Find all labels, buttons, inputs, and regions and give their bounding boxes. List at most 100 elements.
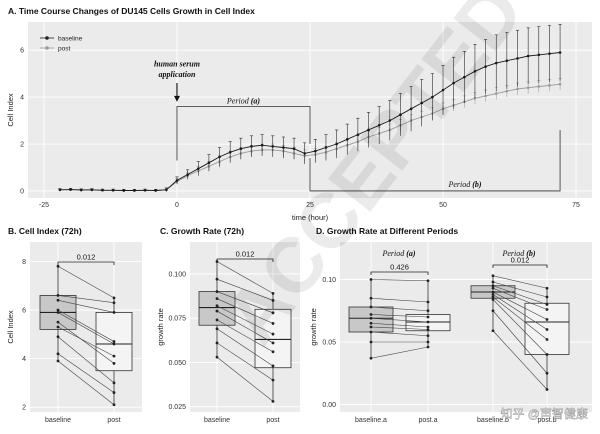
panel-a-y-tick-label: 4 [20, 95, 24, 102]
paired-point [545, 353, 549, 356]
baseline-point [367, 128, 370, 132]
paired-point [112, 311, 116, 314]
paired-line [216, 356, 274, 402]
paired-point [491, 298, 495, 301]
paired-point [215, 355, 219, 359]
baseline-point [558, 51, 562, 54]
paired-point [56, 352, 60, 356]
baseline-point [218, 155, 221, 159]
paired-point [369, 296, 373, 300]
paired-line [492, 285, 548, 305]
baseline-point [399, 113, 402, 116]
paired-line [57, 326, 115, 357]
paired-line [57, 353, 115, 393]
paired-point [426, 315, 430, 319]
panel-c: C. Growth Rate (72h) 0.025 0.050 0.075 0.10… [156, 226, 300, 424]
baseline-point [494, 61, 498, 65]
panel-a: A. Time Course Changes of DU145 Cells Gr… [6, 6, 592, 222]
panel-b-y-tick-label: 4 [22, 356, 26, 363]
paired-line [216, 342, 274, 381]
panel-c-y-tick-label: 0.025 [168, 404, 186, 411]
panel-d-x-ticks: baseline.a post.a baseline.b post.b [355, 417, 557, 424]
paired-point [56, 298, 60, 302]
panel-a-y-tick-label: 2 [20, 142, 24, 149]
paired-point [369, 340, 373, 344]
baseline-point [516, 57, 519, 60]
paired-point [56, 311, 60, 314]
paired-point [369, 325, 373, 329]
paired-point [426, 279, 430, 283]
baseline-point [473, 69, 477, 73]
paired-line [57, 295, 115, 304]
paired-line [57, 321, 115, 364]
baseline-point [250, 145, 253, 148]
paired-point [369, 321, 373, 325]
paired-point [112, 403, 116, 407]
paired-point [369, 316, 373, 320]
paired-line [370, 331, 429, 337]
paired-line [370, 326, 429, 330]
panel-b-y-tick-label: 2 [22, 405, 26, 412]
panel-c-x-tick-label: post [266, 417, 279, 424]
paired-line [492, 275, 548, 289]
paired-point [215, 327, 219, 331]
panel-d-plot: 0.426 0.012 [348, 256, 570, 391]
legend-post-label: post [58, 46, 70, 53]
baseline-line [59, 52, 561, 191]
panel-a-x-label: time (hour) [292, 213, 329, 222]
panel-c-y-tick-label: 0.075 [168, 316, 186, 323]
baseline-point [356, 133, 360, 136]
paired-point [271, 341, 275, 345]
panel-d-x-tick-label: baseline.a [355, 417, 387, 424]
period-a-letter: (a) [251, 96, 261, 105]
panel-d-period-a-label: Period (a) [381, 249, 415, 258]
panel-d-y-tick-label: 0.10 [322, 277, 336, 284]
paired-line [57, 299, 115, 313]
paired-line [492, 294, 548, 330]
paired-line [216, 291, 274, 314]
comparison-bracket [216, 258, 274, 262]
post-point [505, 89, 509, 93]
panel-a-y-tick-label: 0 [20, 188, 24, 195]
baseline-point [484, 65, 487, 68]
panel-d-period-b-word: Period [501, 249, 526, 258]
paired-point [545, 318, 549, 321]
panel-a-x-tick-label: -25 [39, 202, 49, 209]
panel-d-period-a-word: Period [381, 249, 406, 258]
paired-point [56, 308, 60, 312]
paired-line [216, 305, 274, 335]
period-b-word: Period [447, 180, 472, 189]
paired-line [370, 297, 429, 303]
baseline-point [196, 167, 200, 170]
paired-line [57, 312, 115, 345]
p-value-label: 0.426 [390, 263, 409, 272]
baseline-point [186, 173, 189, 176]
series-baseline [58, 24, 562, 192]
baseline-point [101, 188, 104, 192]
baseline-point [452, 81, 455, 85]
serum-label-line-1: human serum [154, 60, 200, 69]
panel-a-x-tick-label: 0 [175, 202, 179, 209]
p-value-label: 0.012 [511, 256, 530, 265]
paired-point [271, 299, 275, 302]
paired-point [545, 328, 549, 331]
paired-line [492, 296, 548, 340]
panel-a-title: A. Time Course Changes of DU145 Cells Gr… [8, 6, 255, 16]
paired-point [491, 280, 495, 284]
post-point [537, 85, 541, 88]
paired-line [492, 281, 548, 298]
paired-point [545, 338, 549, 341]
serum-label-line-2: application [159, 70, 196, 79]
paired-line [216, 310, 274, 344]
period-b-letter: (b) [472, 180, 482, 189]
paired-point [112, 354, 116, 358]
paired-point [215, 277, 219, 281]
paired-line [370, 322, 429, 328]
paired-line [216, 328, 274, 367]
panel-d-x-tick-label: baseline.b [477, 417, 509, 424]
paired-point [545, 388, 549, 391]
panel-a-x-tick-label: 75 [572, 202, 580, 209]
paired-point [56, 325, 60, 329]
baseline-point [548, 52, 551, 55]
baseline-point [260, 143, 264, 147]
